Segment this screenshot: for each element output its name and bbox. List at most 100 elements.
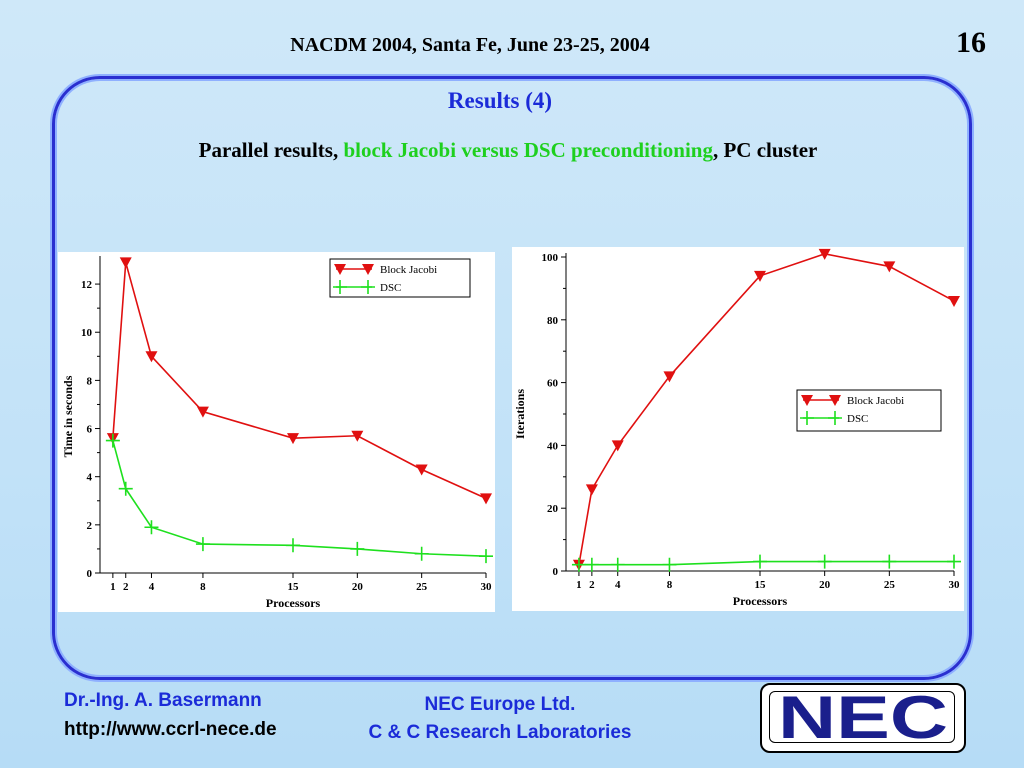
x-tick-label: 25 bbox=[884, 579, 896, 591]
x-tick-label: 30 bbox=[949, 579, 961, 591]
legend-marker bbox=[362, 264, 374, 275]
subtitle-pre: Parallel results, bbox=[198, 138, 344, 162]
footer-lab: C & C Research Laboratories bbox=[368, 722, 632, 743]
data-point bbox=[662, 557, 677, 572]
x-tick-label: 1 bbox=[576, 579, 582, 591]
content-frame bbox=[52, 76, 972, 680]
legend-label: DSC bbox=[847, 413, 868, 425]
y-tick-label: 12 bbox=[81, 279, 93, 291]
footer-url[interactable]: http://www.ccrl-nece.de bbox=[64, 719, 277, 740]
data-point bbox=[817, 554, 832, 569]
y-tick-label: 20 bbox=[547, 503, 559, 515]
data-point bbox=[480, 493, 492, 505]
legend-marker bbox=[334, 264, 346, 275]
data-point bbox=[119, 257, 132, 269]
y-tick-label: 4 bbox=[87, 472, 93, 484]
iterations-chart: 0 20 40 60 80 100 1 2 4 8 15 20 25 30 Processors Iterat… bbox=[512, 247, 964, 611]
legend-box bbox=[796, 389, 942, 432]
y-tick-label: 40 bbox=[547, 440, 559, 452]
x-axis-label: Processors bbox=[733, 594, 788, 608]
nec-logo-inner-border bbox=[769, 691, 955, 743]
data-point bbox=[610, 557, 625, 572]
data-point bbox=[754, 270, 766, 282]
data-point bbox=[818, 248, 831, 260]
legend-box bbox=[329, 258, 471, 298]
y-tick-label: 0 bbox=[553, 566, 559, 578]
subtitle-highlight: block Jacobi versus DSC preconditioning bbox=[343, 138, 713, 162]
y-axis-label: Iterations bbox=[513, 389, 527, 439]
data-point bbox=[145, 351, 158, 363]
nec-logo: NEC bbox=[760, 683, 966, 753]
series-line bbox=[112, 440, 487, 557]
data-point bbox=[663, 371, 676, 383]
slide-title: Results (4) bbox=[447, 88, 553, 113]
data-point bbox=[882, 554, 897, 569]
x-tick-label: 1 bbox=[110, 581, 116, 593]
x-tick-label: 15 bbox=[755, 579, 767, 591]
legend-marker bbox=[801, 395, 813, 406]
footer-company: NEC Europe Ltd. bbox=[424, 694, 576, 715]
legend-label: DSC bbox=[380, 282, 401, 294]
legend-marker bbox=[828, 411, 842, 425]
y-tick-label: 10 bbox=[81, 327, 93, 339]
legend-label: Block Jacobi bbox=[380, 264, 437, 276]
series-line bbox=[112, 262, 487, 500]
data-point bbox=[584, 557, 599, 572]
x-tick-label: 4 bbox=[615, 579, 621, 591]
nec-logo-text: NEC bbox=[778, 685, 948, 751]
x-tick-label: 15 bbox=[288, 581, 300, 593]
data-point bbox=[415, 464, 428, 476]
data-point bbox=[611, 440, 624, 452]
data-point bbox=[105, 433, 120, 448]
y-axis-label: Time in seconds bbox=[61, 375, 75, 457]
y-tick-label: 0 bbox=[87, 568, 93, 580]
data-point bbox=[144, 520, 159, 535]
x-tick-label: 30 bbox=[481, 581, 493, 593]
header-title: NACDM 2004, Santa Fe, June 23-25, 2004 bbox=[290, 34, 650, 56]
data-point bbox=[571, 557, 586, 572]
data-point bbox=[195, 537, 210, 552]
x-tick-label: 8 bbox=[200, 581, 206, 593]
legend-marker bbox=[800, 411, 814, 425]
data-point bbox=[585, 484, 598, 496]
page-number: 16 bbox=[956, 26, 986, 59]
legend-marker bbox=[829, 395, 841, 406]
data-point bbox=[948, 295, 960, 307]
y-tick-label: 80 bbox=[547, 315, 559, 327]
y-tick-label: 2 bbox=[87, 520, 93, 532]
legend-marker bbox=[361, 280, 375, 294]
y-tick-label: 8 bbox=[87, 375, 93, 387]
data-point bbox=[287, 433, 299, 445]
iterations-chart-svg: 0 20 40 60 80 100 1 2 4 8 15 20 25 30 Processors Iterat… bbox=[513, 248, 961, 608]
data-point bbox=[753, 554, 767, 569]
x-tick-label: 25 bbox=[416, 581, 428, 593]
x-tick-label: 8 bbox=[667, 579, 673, 591]
data-point bbox=[350, 541, 365, 556]
nec-logo-mark: NEC bbox=[778, 685, 948, 751]
data-point bbox=[118, 481, 133, 496]
footer-author: Dr.-Ing. A. Basermann bbox=[64, 690, 262, 711]
series-line bbox=[578, 253, 955, 565]
x-tick-label: 20 bbox=[819, 579, 831, 591]
data-point bbox=[414, 546, 429, 561]
slide-subtitle: Parallel results, block Jacobi versus DS… bbox=[0, 138, 1016, 163]
data-point bbox=[351, 430, 364, 442]
time-chart: 0 2 4 6 8 10 12 1 2 4 8 15 20 25 30 Processors Time in s… bbox=[58, 252, 495, 612]
data-point bbox=[286, 538, 300, 553]
subtitle-post: , PC cluster bbox=[712, 138, 818, 162]
y-tick-label: 100 bbox=[542, 252, 559, 264]
x-tick-label: 2 bbox=[123, 581, 129, 593]
y-tick-label: 6 bbox=[87, 424, 93, 436]
data-point bbox=[883, 261, 896, 273]
x-tick-label: 2 bbox=[589, 579, 595, 591]
y-tick-label: 60 bbox=[547, 378, 559, 390]
data-point bbox=[479, 549, 493, 564]
legend-marker bbox=[333, 280, 347, 294]
legend-label: Block Jacobi bbox=[847, 395, 904, 407]
data-point bbox=[947, 554, 961, 569]
x-tick-label: 4 bbox=[149, 581, 155, 593]
x-axis-label: Processors bbox=[266, 596, 321, 610]
x-tick-label: 20 bbox=[352, 581, 364, 593]
data-point bbox=[196, 406, 209, 418]
